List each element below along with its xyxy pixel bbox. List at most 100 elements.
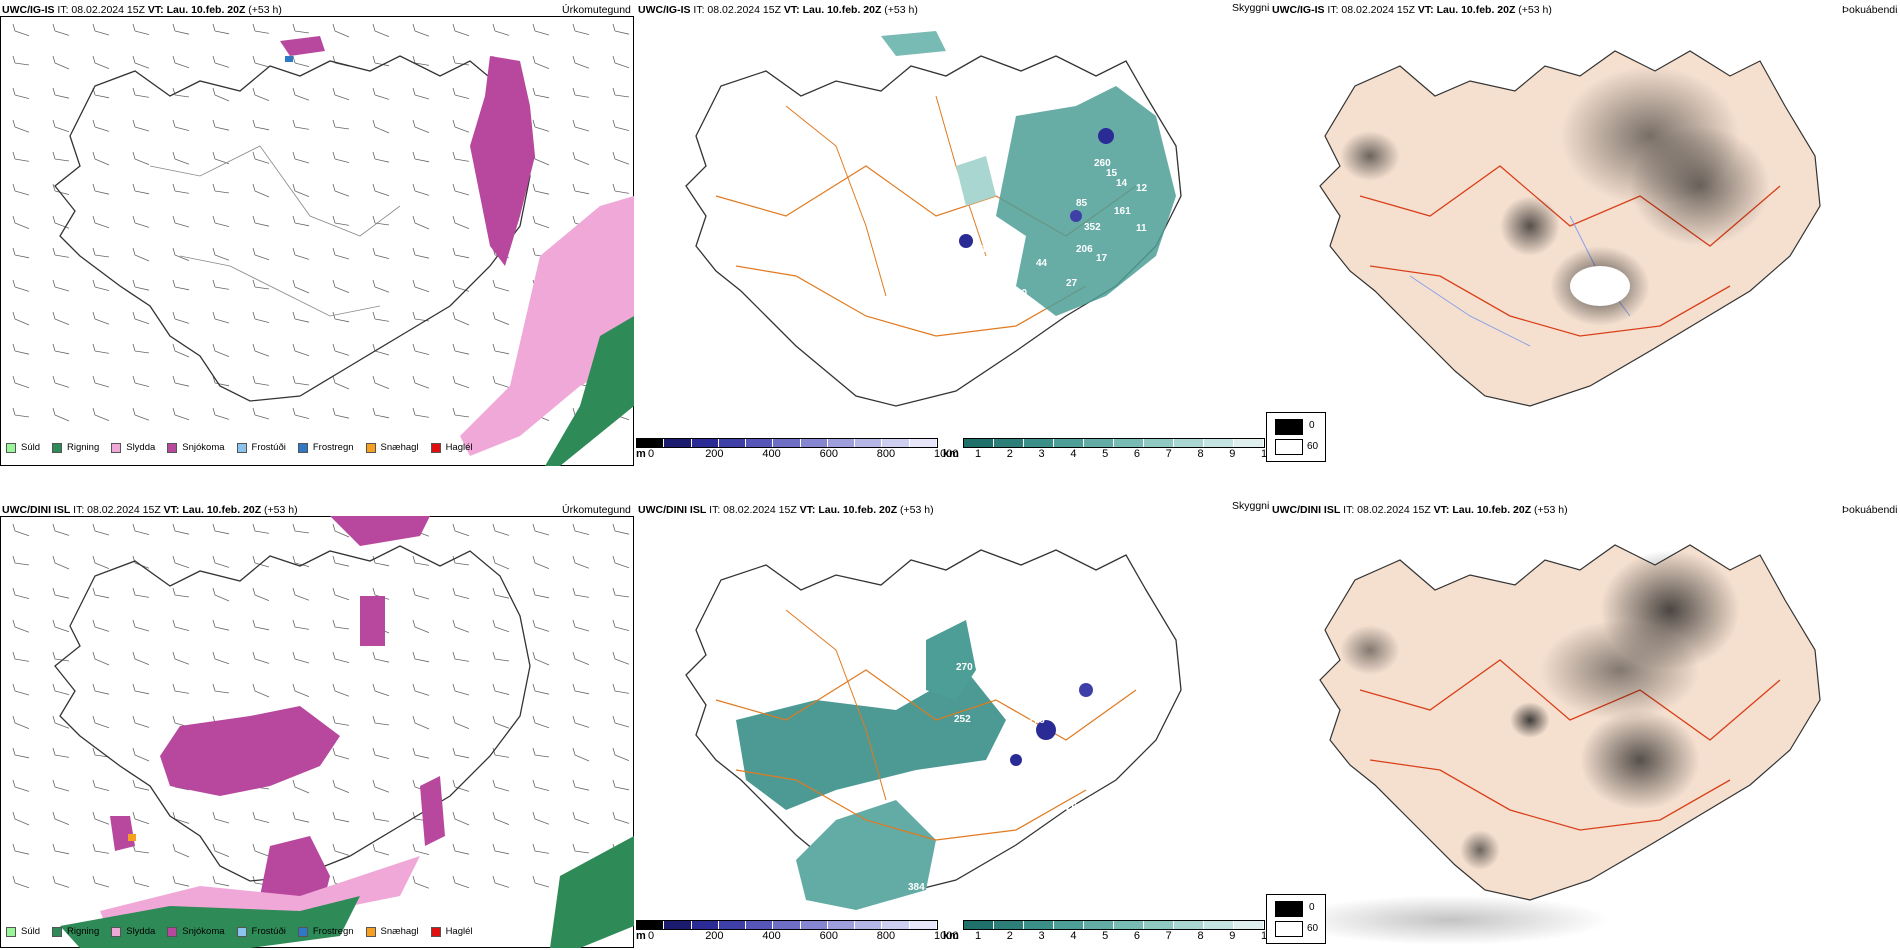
- wind-barb-icon: [12, 715, 30, 729]
- wind-barb-icon: [492, 555, 510, 570]
- wind-barb-icon: [532, 87, 550, 99]
- wind-barb-icon: [572, 651, 590, 665]
- wind-barb-icon: [412, 279, 430, 293]
- visibility-colorbar-strip: [963, 438, 1265, 448]
- wind-barb-icon: [612, 683, 630, 694]
- height-colorbar-top: m 0 200 400 600 800 1000: [636, 438, 958, 462]
- wind-barb-icon: [292, 23, 310, 34]
- wind-barb-icon: [12, 311, 30, 326]
- cloud-base-label: 206: [1076, 244, 1093, 255]
- colorbar-tick: 600: [819, 448, 838, 460]
- wind-barb-icon: [572, 23, 590, 35]
- wind-barb-icon: [612, 183, 630, 194]
- wind-barb-icon: [52, 683, 70, 695]
- legend-swatch: [6, 926, 16, 937]
- wind-barb-icon: [12, 183, 30, 196]
- wind-barb-icon: [412, 87, 430, 100]
- wind-barb-icon: [132, 843, 150, 854]
- wind-barb-icon: [132, 779, 150, 791]
- wind-barb-icon: [572, 523, 590, 535]
- wind-barb-icon: [52, 715, 70, 729]
- wind-barb-icon: [92, 55, 110, 69]
- wind-barb-icon: [52, 279, 70, 292]
- wind-barb-icon: [372, 311, 390, 322]
- cloud-base-label: 12: [1088, 795, 1100, 806]
- wind-barb-icon: [332, 555, 350, 567]
- wind-barb-icon: [492, 683, 510, 695]
- wind-barb-icon: [292, 683, 310, 697]
- wind-barb-icon: [532, 215, 550, 229]
- colorbar-tick: 600: [819, 930, 838, 942]
- wind-barb-icon: [492, 587, 510, 599]
- visibility-colorbar-bottom: km 12345678910: [943, 920, 1273, 944]
- colorbar-segment: [1114, 439, 1144, 447]
- wind-barb-icon: [252, 683, 270, 698]
- wind-barb-icon: [532, 523, 550, 536]
- wind-barb-icon: [532, 183, 550, 195]
- wind-barb-icon: [332, 619, 350, 630]
- wind-barb-icon: [292, 811, 310, 823]
- legend-swatch: [430, 442, 441, 453]
- height-colorbar-strip: [636, 438, 938, 448]
- wind-barb-icon: [12, 523, 30, 537]
- cloud-base-label: 270: [956, 662, 973, 673]
- legend-label: Snjókoma: [182, 442, 225, 453]
- wind-barb-icon: [212, 215, 230, 227]
- wind-barb-icon: [12, 875, 30, 889]
- panel-title: Skyggni: [1232, 2, 1270, 14]
- wind-barb-icon: [332, 747, 350, 760]
- wind-barb-icon: [172, 343, 190, 358]
- wind-barb-icon: [492, 875, 510, 888]
- legend-label: Snjókoma: [182, 926, 225, 937]
- wind-barb-icon: [92, 779, 110, 791]
- wind-barb-icon: [452, 23, 470, 37]
- legend-swatch: [430, 926, 441, 937]
- wind-barb-icon: [292, 343, 310, 357]
- wind-barb-icon: [172, 87, 190, 98]
- colorbar-segment: [964, 921, 994, 929]
- wind-barb-icon: [12, 651, 30, 662]
- wind-barb-icon: [252, 843, 270, 857]
- wind-barb-icon: [372, 779, 390, 793]
- wind-barb-icon: [92, 183, 110, 195]
- wind-barb-icon: [332, 843, 350, 856]
- wind-barb-icon: [292, 215, 310, 227]
- wind-barb-icon: [132, 279, 150, 291]
- wind-barb-icon: [452, 279, 470, 292]
- cloud-base-label: 119: [976, 244, 993, 255]
- wind-barb-icon: [52, 247, 70, 258]
- wind-barb-icon: [52, 119, 70, 133]
- wind-barb-icon: [452, 555, 470, 566]
- wind-barb-icon: [532, 119, 550, 132]
- wind-barb-icon: [452, 683, 470, 696]
- legend-label: Haglél: [445, 442, 473, 453]
- cloud-map-bottom: 2702502521761810247713122612384340341342…: [685, 549, 1182, 930]
- wind-barb-icon: [292, 407, 310, 419]
- wind-barb-icon: [172, 311, 190, 324]
- colorbar-tick: 0: [648, 448, 655, 460]
- panel-title: Úrkomutegund: [562, 4, 631, 16]
- wind-barb-icon: [212, 151, 230, 165]
- wind-barb-icon: [212, 587, 230, 602]
- colorbar-segment: [1234, 921, 1264, 929]
- wind-barb-icon: [252, 87, 270, 101]
- wind-barb-icon: [292, 247, 310, 260]
- map-frame: [0, 516, 634, 948]
- wind-barb-icon: [212, 683, 230, 694]
- wind-barb-icon: [572, 747, 590, 762]
- wind-barb-icon: [572, 715, 590, 728]
- colorbar-tick: 3: [1038, 448, 1045, 460]
- rain-area: [60, 896, 360, 948]
- wind-barb-icon: [132, 875, 150, 887]
- wind-barb-icon: [372, 183, 390, 197]
- snow-area: [360, 596, 385, 646]
- wind-barb-icon: [532, 843, 550, 854]
- wind-barb-icon: [292, 279, 310, 294]
- legend-swatch: [365, 926, 376, 937]
- wind-barb-icon: [212, 247, 230, 261]
- wind-barb-icon: [492, 619, 510, 633]
- wind-barb-icon: [532, 715, 550, 729]
- wind-barb-icon: [12, 119, 30, 133]
- cloud-base-label: 17: [1096, 253, 1108, 264]
